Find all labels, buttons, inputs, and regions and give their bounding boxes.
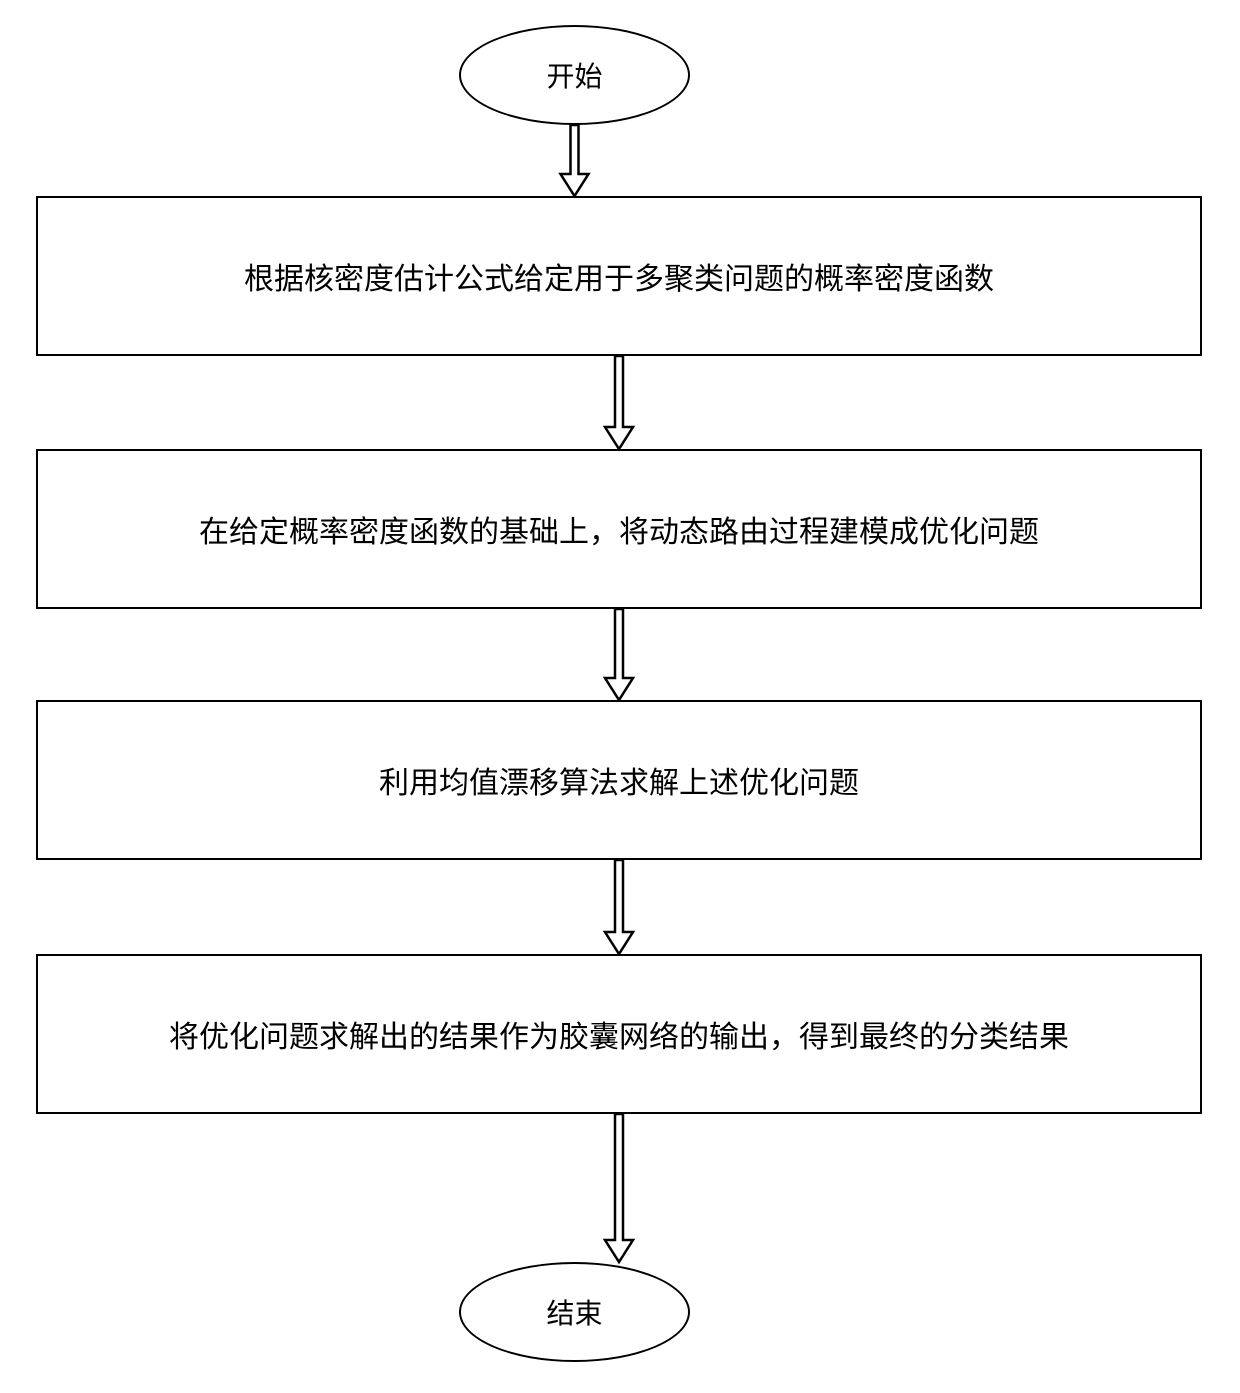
flowchart-process-2-label: 在给定概率密度函数的基础上，将动态路由过程建模成优化问题 [199,507,1039,551]
flowchart-start-terminal: 开始 [459,25,690,125]
flowchart-process-4-label: 将优化问题求解出的结果作为胶囊网络的输出，得到最终的分类结果 [169,1012,1069,1056]
flowchart-process-1-label: 根据核密度估计公式给定用于多聚类问题的概率密度函数 [244,254,994,298]
flowchart-end-label: 结束 [546,1292,602,1332]
flowchart-start-label: 开始 [546,55,602,95]
flowchart-process-4: 将优化问题求解出的结果作为胶囊网络的输出，得到最终的分类结果 [36,954,1202,1114]
flowchart-end-terminal: 结束 [459,1262,690,1362]
flowchart-process-1: 根据核密度估计公式给定用于多聚类问题的概率密度函数 [36,196,1202,356]
flowchart-process-3: 利用均值漂移算法求解上述优化问题 [36,700,1202,860]
flowchart-process-3-label: 利用均值漂移算法求解上述优化问题 [379,758,859,802]
flowchart-process-2: 在给定概率密度函数的基础上，将动态路由过程建模成优化问题 [36,449,1202,609]
